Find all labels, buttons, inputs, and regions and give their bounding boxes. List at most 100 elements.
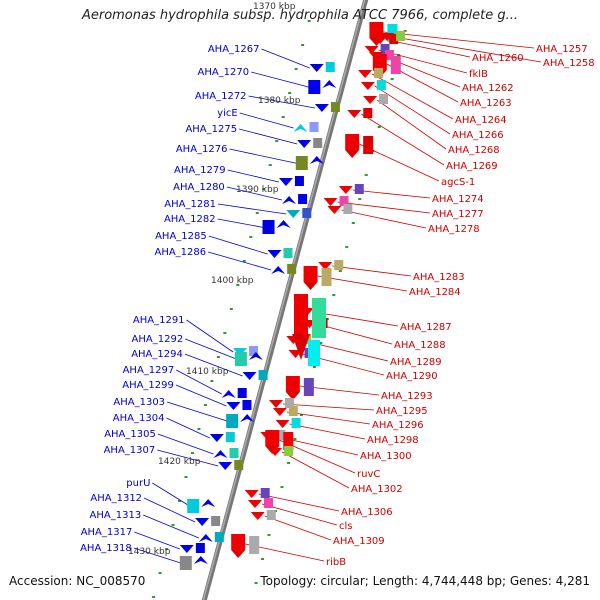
strand-dot [377,126,381,128]
forward-gene-link [176,369,222,395]
gene-block [225,432,235,442]
gene-arrow [213,450,228,458]
gene-block [283,432,294,450]
gene-block [276,430,286,440]
kbp-tick-label: 1380 kbp [258,96,301,106]
strand-dot [280,486,284,488]
reverse-gene-link [387,39,471,58]
strand-dot [178,500,181,502]
strand-dot [338,270,342,272]
forward-gene-label: AHA_1307 [104,445,156,456]
gene-arrow [195,518,210,526]
strand-dot [268,164,272,166]
kbp-tick-label: 1390 kbp [236,185,279,195]
reverse-gene-label: AHA_1278 [428,224,480,235]
forward-gene-label: AHA_1305 [104,429,156,440]
gene-block [294,176,304,186]
reverse-gene-label: AHA_1284 [409,287,461,298]
reverse-gene-label: fklB [469,69,488,80]
forward-gene-label: AHA_1313 [90,510,142,521]
gene-block [354,184,364,194]
reverse-gene-label: ribB [326,557,346,568]
strand-dot [294,68,298,70]
gene-arrow [201,499,216,507]
gene-block [262,220,275,234]
gene-block [295,156,308,170]
reverse-gene-label: AHA_1266 [452,130,504,141]
gene-arrow [231,550,246,558]
gene-arrow [345,150,360,158]
gene-arrow [323,198,338,206]
strand-dot [165,548,169,550]
map-title: Aeromonas hydrophila subsp. hydrophila A… [81,8,519,23]
gene-block [325,62,335,72]
gene-block [187,499,200,513]
forward-gene-label: AHA_1299 [122,380,174,391]
strand-dot [261,558,265,560]
gene-arrow [275,420,290,428]
gene-block [308,80,321,94]
gene-block [229,448,239,458]
forward-gene-link [229,148,300,165]
gene-arrow [318,262,333,270]
strand-dot [332,294,336,296]
gene-arrow [244,490,259,498]
forward-gene-link [157,433,214,455]
gene-block [298,194,308,204]
gene-arrow [193,556,208,564]
strand-dot [197,428,201,430]
gene-block [234,460,244,470]
strand-dot [345,246,349,248]
forward-gene-label: yicE [217,108,238,119]
forward-gene-link [217,218,267,229]
gene-block [234,352,247,366]
reverse-gene-link [289,423,366,440]
accession-text: Accession: NC_008570 [9,574,146,588]
strand-dot [236,284,240,286]
forward-gene-label: AHA_1281 [164,199,216,210]
strand-dot [210,380,214,382]
reverse-gene-label: AHA_1306 [341,507,393,518]
gene-arrow [297,140,312,148]
gene-arrow [269,400,283,408]
topology-text: Topology: circular; Length: 4,744,448 bp… [260,574,590,588]
strand-dot [171,524,175,526]
gene-block [303,378,314,396]
strand-dot [190,452,194,454]
forward-gene-link [239,128,298,145]
forward-gene-link [208,235,268,255]
reverse-gene-label: AHA_1264 [455,115,507,126]
strand-dot [293,438,297,440]
forward-gene-link [239,112,294,129]
reverse-gene-link [261,503,338,526]
forward-gene-link [217,203,287,215]
forward-gene-link [133,547,184,565]
gene-arrow [226,402,241,410]
gene-arrow [347,110,362,118]
forward-gene-link [175,384,227,407]
reverse-gene-label: agcS-1 [441,177,475,188]
reverse-gene-label: AHA_1287 [400,322,452,333]
reverse-gene-link [341,209,427,229]
reverse-gene-link [376,99,447,150]
reverse-gene-label: AHA_1300 [360,451,412,462]
kbp-tick-label: 1400 kbp [211,276,254,286]
gene-block [211,516,221,526]
reverse-gene-link [258,493,340,512]
gene-arrow [360,82,375,90]
forward-gene-label: AHA_1267 [208,44,260,55]
strand-dot [364,174,368,176]
reverse-gene-link [313,311,399,327]
strand-dot [216,356,220,358]
reverse-gene-link [264,515,332,541]
gene-block [258,370,268,380]
gene-block [226,414,239,428]
strand-dot [242,260,246,262]
gene-arrow [268,448,283,456]
forward-gene-label: AHA_1317 [81,527,133,538]
forward-gene-label: AHA_1292 [132,334,184,345]
reverse-gene-link [337,201,431,214]
forward-gene-label: AHA_1312 [90,493,142,504]
reverse-gene-label: AHA_1288 [394,340,446,351]
strand-dot [203,404,207,406]
